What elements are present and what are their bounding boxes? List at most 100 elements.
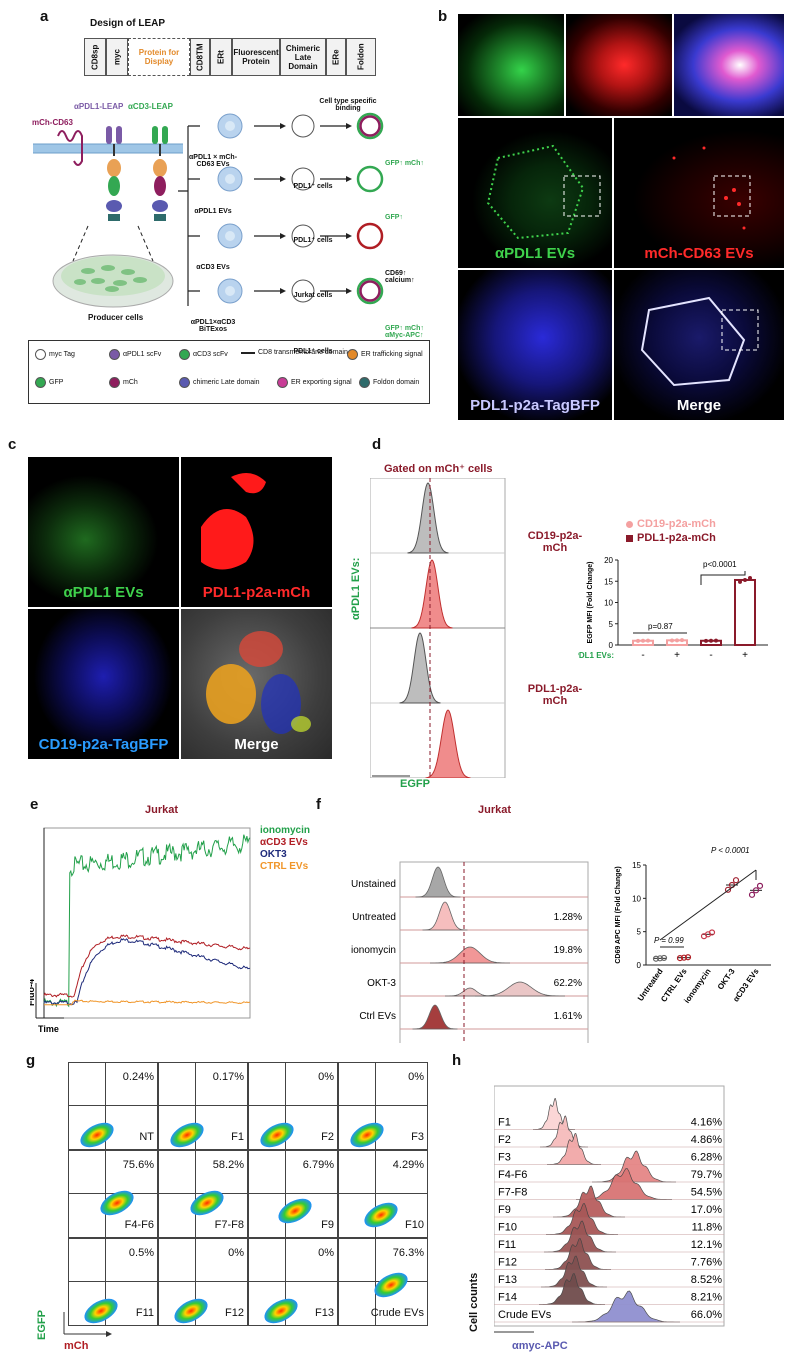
f-row-label: Untreated: [352, 912, 396, 923]
h-row-pct: 66.0%: [691, 1309, 722, 1321]
flow-gate-v: [195, 1151, 196, 1237]
b-merge-image: Merge: [614, 270, 784, 420]
d-stat-ns: p=0.87: [648, 622, 673, 631]
legend-text: myc Tag: [49, 351, 75, 358]
ev-row-target: PDL1⁺ cells: [293, 348, 333, 355]
h-row-pct: 12.1%: [691, 1239, 722, 1251]
producer-cells-label: Producer cells: [88, 313, 144, 322]
f-peak: [445, 987, 495, 997]
h-peak: [546, 1203, 618, 1235]
flow-gate-v: [285, 1151, 286, 1237]
b-label-tagbfp: PDL1-p2a-TagBFP: [470, 397, 600, 414]
panel-label-e: e: [30, 796, 39, 813]
c-pdl1-evs-image: αPDL1 EVs: [28, 457, 179, 607]
legend-text: ER trafficking signal: [361, 351, 423, 358]
flow-sample-name: F7-F8: [214, 1219, 244, 1231]
flow-density-blob: [170, 1293, 212, 1329]
flow-gate-v: [105, 1063, 106, 1149]
h-histograms: F1 4.16% F2 4.86% F3 6.28% F4-F6 79.7% F7-F8 54.5…: [494, 1085, 725, 1333]
d-side-label: αPDL1 EVs:: [350, 557, 362, 620]
e-x-label: Time: [38, 1024, 59, 1034]
bound-cell-icon: [359, 280, 381, 302]
ev-row-name: αPDL1 × mCh-CD63 EVs: [188, 154, 238, 168]
d-bar-point: [709, 638, 713, 643]
d-legend-text-cd19: CD19-p2a-mCh: [637, 518, 716, 530]
construct-segment: myc: [106, 38, 128, 76]
d-row-label-pdl1: PDL1-p2a-mCh: [527, 683, 583, 707]
construct-segment: ERt: [210, 38, 232, 76]
flow-density-blob: [260, 1293, 302, 1329]
f-x-tick: OKT-3: [716, 967, 737, 992]
ev-row-result: GFP↑: [385, 214, 403, 221]
d-bar-point: [636, 638, 640, 643]
h-row-pct: 54.5%: [691, 1187, 722, 1199]
d-legend-cd19: CD19-p2a-mCh: [626, 518, 716, 530]
h-row-pct: 4.86%: [691, 1134, 722, 1146]
flow-pct: 0%: [228, 1247, 244, 1259]
mch-cd63-label: mCh-CD63: [32, 118, 73, 127]
d-bar-point: [641, 638, 645, 643]
h-row-label: F7-F8: [498, 1187, 527, 1199]
flow-plot: 0.17% F1: [158, 1062, 248, 1153]
flow-plot: 76.3% Crude EVs: [338, 1238, 428, 1326]
legend-text: mCh: [123, 379, 138, 386]
e-legend-item: OKT3: [260, 849, 287, 860]
f-row-pct: 1.61%: [554, 1011, 582, 1022]
legend-swatch-icon: [35, 377, 46, 388]
flow-gate-h: [249, 1105, 337, 1106]
leap-schematic: [28, 86, 428, 331]
flow-density-blob: [76, 1117, 118, 1153]
g-axis-arrows: [63, 1312, 112, 1337]
f-dot: [680, 954, 688, 961]
d-x-label: EGFP: [400, 778, 430, 790]
h-row-pct: 8.52%: [691, 1274, 722, 1286]
d-y-label: EGFP MFI (Fold Change): [587, 562, 594, 644]
cell-binding-title: Cell type specific binding: [319, 98, 377, 112]
f-dot: [748, 891, 756, 898]
bound-cell-icon: [356, 277, 384, 305]
flow-density-blob: [274, 1193, 316, 1229]
flow-gate-h: [69, 1105, 157, 1106]
construct-segment: CD8TM: [190, 38, 210, 76]
panel-label-g: g: [26, 1052, 36, 1069]
legend-swatch-icon: [179, 377, 190, 388]
g-x-label: mCh: [64, 1340, 89, 1352]
h-row-label: F14: [498, 1292, 517, 1304]
e-trace-ionomycin: [43, 834, 251, 1008]
flow-gate-v: [195, 1063, 196, 1149]
d-peak-minus-pdl1: [399, 632, 441, 704]
f-dot: [660, 954, 668, 962]
flow-pct: 0.24%: [122, 1071, 154, 1083]
flow-pct: 0%: [318, 1071, 334, 1083]
legend-text: CD8 transmembrane domain: [258, 349, 348, 356]
h-row-label: F4-F6: [498, 1169, 527, 1181]
ev-row-name: αPDL1 EVs: [194, 208, 232, 215]
e-trace-cd3: [43, 934, 251, 998]
d-legend-text-pdl1: PDL1-p2a-mCh: [637, 532, 716, 544]
d-y-tick: 5: [609, 620, 614, 629]
f-row-label: Ctrl EVs: [359, 1011, 396, 1022]
legend-item: ER exporting signal: [277, 377, 352, 388]
legend-swatch-icon: [109, 349, 120, 360]
legend-text: Foldon domain: [373, 379, 420, 386]
flow-pct: 4.29%: [392, 1159, 424, 1171]
flow-gate-h: [339, 1105, 427, 1106]
legend-text: ER exporting signal: [291, 379, 352, 386]
b-label-pdl1-evs: αPDL1 EVs: [494, 245, 576, 262]
d-histograms: -+-+: [370, 478, 506, 778]
h-peak: [539, 1273, 605, 1305]
legend-swatch-icon: [109, 377, 120, 388]
flow-sample-name: NT: [139, 1131, 154, 1143]
b-mch-cd63-image: mCh-CD63 EVs: [614, 118, 784, 268]
legend-item: myc Tag: [35, 349, 75, 360]
d-bar: [734, 578, 756, 646]
f-dot: [684, 954, 692, 961]
construct-segment: ERe: [326, 38, 346, 76]
f-dot: [676, 955, 684, 962]
h-row-label: Crude EVs: [498, 1309, 552, 1321]
d-y-tick: 20: [604, 556, 613, 565]
schematic-svg: [33, 112, 384, 308]
pdl1-leap-label: αPDL1-LEAP: [74, 102, 124, 111]
gfp-icon: [108, 176, 120, 196]
ev-row-result: GFP↑ mCh↑: [385, 160, 424, 167]
